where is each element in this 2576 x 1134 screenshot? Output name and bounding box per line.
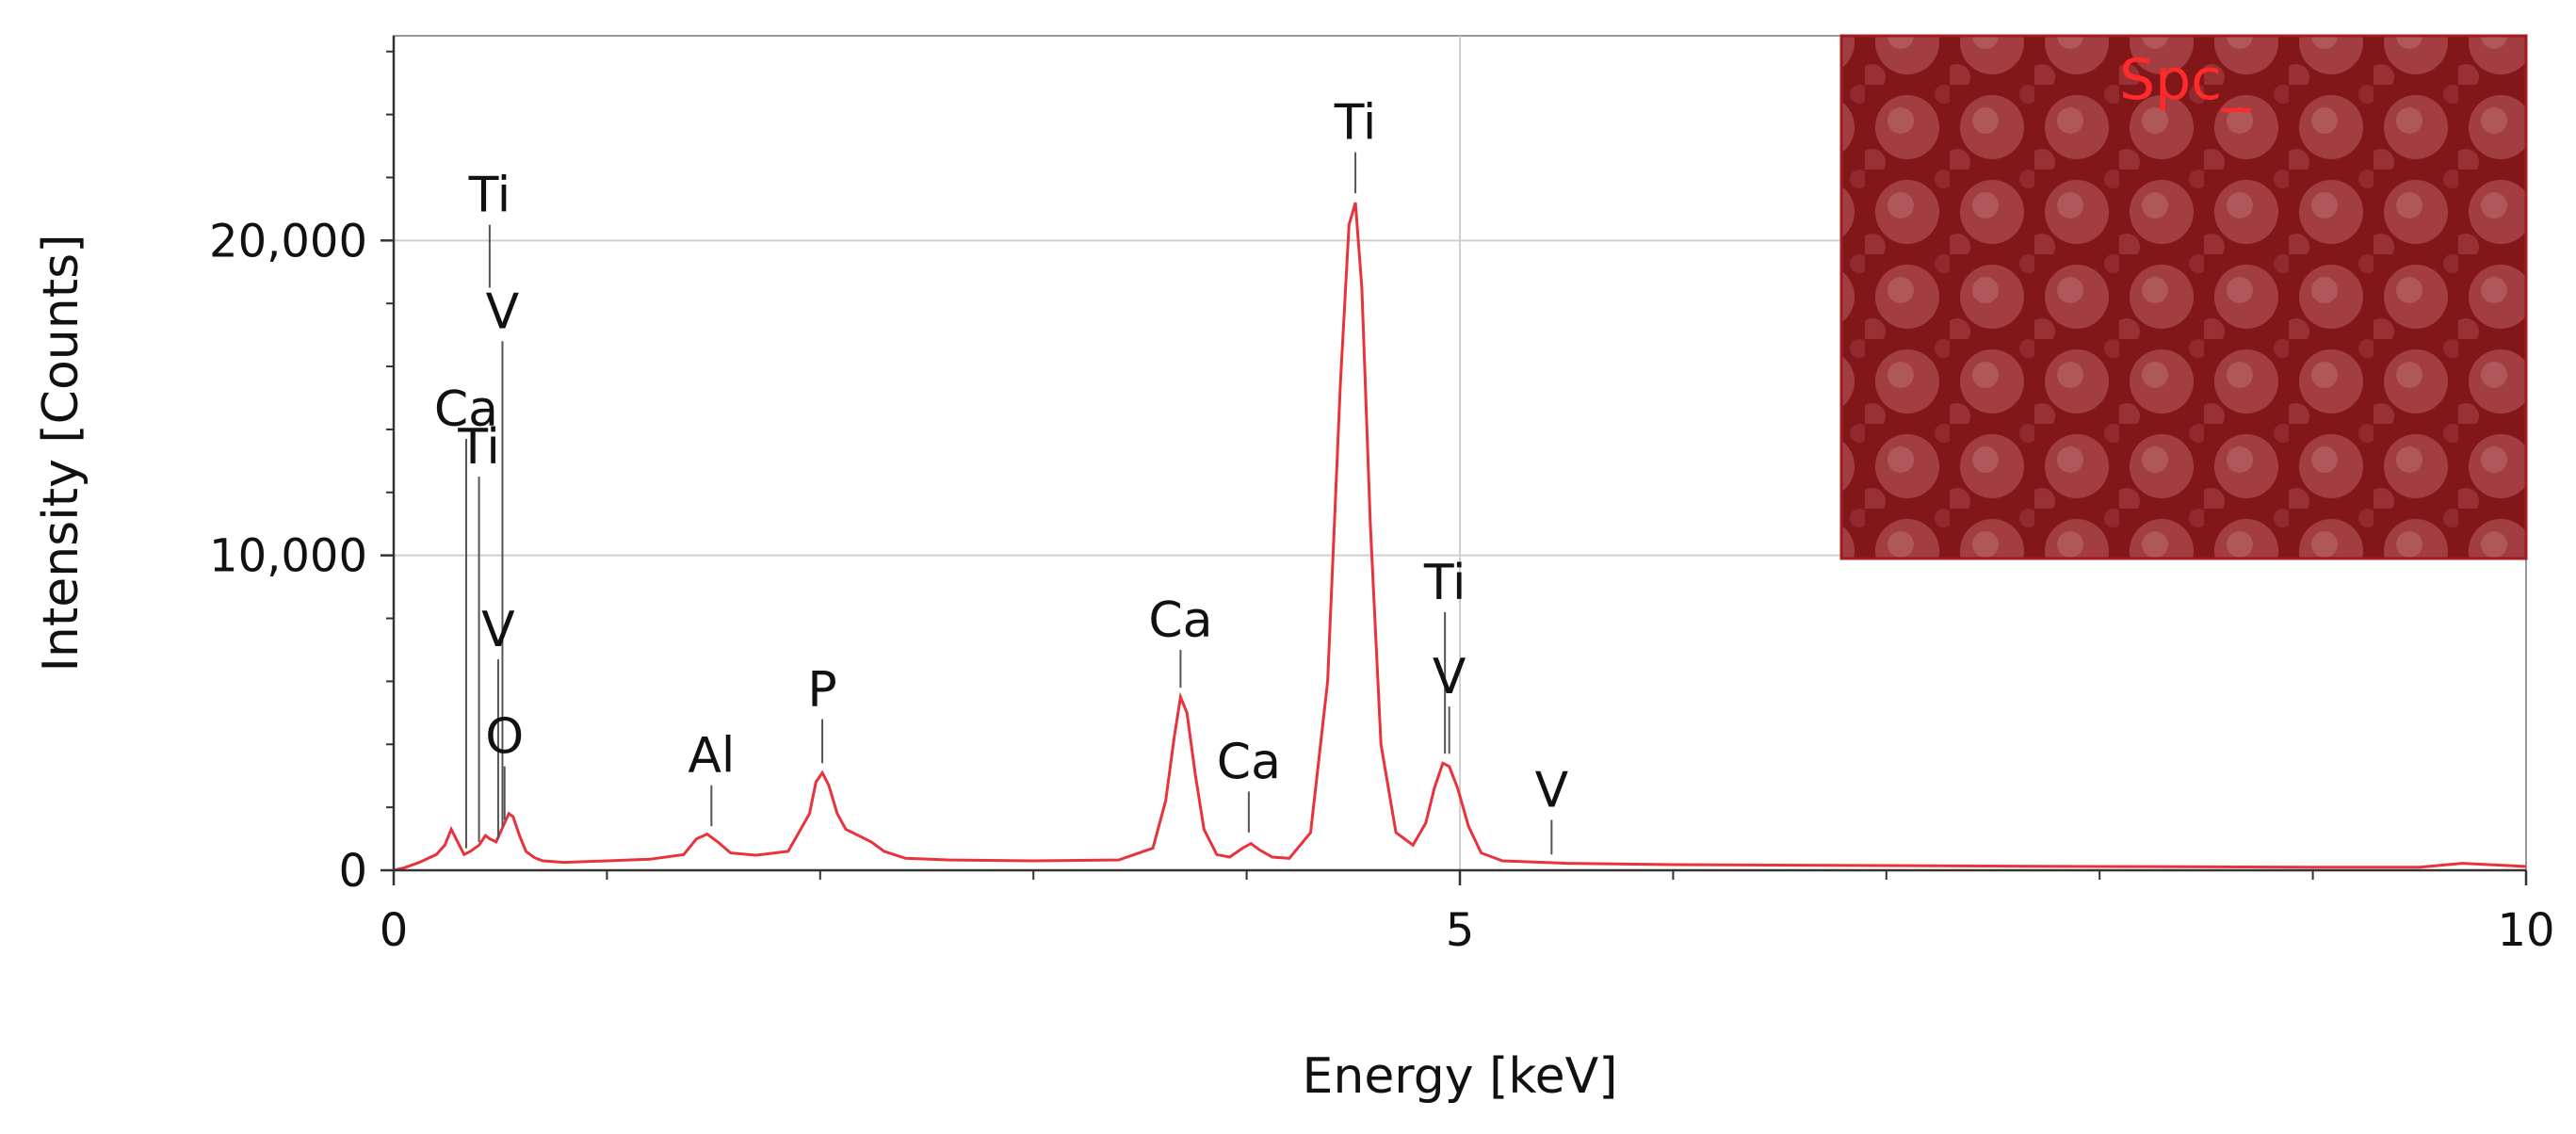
axes: 0 10,000 20,000 0 5 10 [209, 36, 2555, 957]
inset-label: Spc_ [2119, 47, 2251, 113]
spectrum-series-line [393, 202, 2527, 872]
peak-label: Ti [1423, 555, 1466, 611]
x-axis-title: Energy [keV] [1303, 1048, 1618, 1105]
y-tick-label: 20,000 [209, 215, 367, 267]
x-tick-label: 10 [2497, 904, 2554, 957]
peak-label: V [486, 284, 520, 340]
peak-label: Al [688, 728, 735, 785]
peak-label: O [485, 709, 524, 766]
peak-label: Ti [457, 419, 500, 476]
peak-label: P [807, 662, 836, 719]
peak-label: Ca [1148, 592, 1212, 649]
x-tick-label: 5 [1446, 904, 1475, 957]
peak-label: V [1535, 763, 1569, 819]
peak-label: Ti [1334, 95, 1377, 152]
sem-inset: Spc_ [1839, 34, 2528, 560]
peak-label: V [481, 602, 515, 658]
y-axis-title: Intensity [Counts] [33, 235, 89, 672]
peak-label: V [1433, 649, 1466, 705]
peak-label: Ca [1217, 734, 1281, 790]
sem-inset-tint [1841, 36, 2526, 559]
x-tick-label: 0 [380, 904, 409, 957]
peak-label: Ti [468, 168, 511, 224]
peak-label: Ca [434, 381, 498, 438]
y-tick-label: 0 [338, 845, 367, 898]
sem-inset-image [1839, 34, 2528, 560]
y-tick-label: 10,000 [209, 530, 367, 583]
